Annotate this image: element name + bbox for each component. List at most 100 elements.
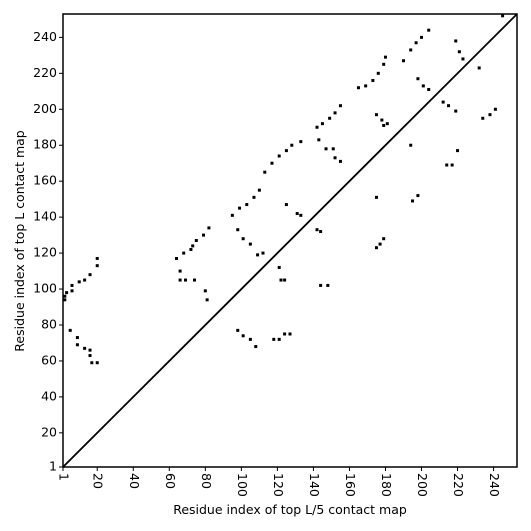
contact-point bbox=[374, 246, 378, 250]
contact-point bbox=[382, 123, 386, 127]
contact-point bbox=[409, 143, 413, 147]
contact-point bbox=[68, 328, 72, 332]
contact-point bbox=[248, 337, 252, 341]
contact-point bbox=[88, 348, 92, 352]
contact-point bbox=[77, 280, 81, 284]
contact-point bbox=[238, 206, 242, 210]
contact-point bbox=[283, 332, 287, 336]
contact-point bbox=[193, 278, 197, 282]
contact-point bbox=[454, 109, 458, 113]
contact-point bbox=[382, 62, 386, 66]
contact-point bbox=[493, 107, 497, 111]
contact-point bbox=[441, 100, 445, 104]
contact-point bbox=[295, 212, 299, 216]
contact-point bbox=[338, 104, 342, 108]
contact-point bbox=[283, 278, 287, 282]
contact-point bbox=[456, 149, 460, 153]
x-tick-label: 180 bbox=[379, 473, 394, 497]
y-tick-label: 140 bbox=[33, 209, 57, 224]
y-tick-label: 20 bbox=[41, 424, 57, 439]
diagonal-line bbox=[62, 13, 518, 468]
contact-point bbox=[284, 203, 288, 207]
contact-point bbox=[189, 247, 193, 251]
contact-point bbox=[70, 289, 74, 293]
contact-point bbox=[263, 170, 267, 174]
contact-point bbox=[374, 113, 378, 117]
contact-point bbox=[315, 228, 319, 232]
contact-point bbox=[454, 39, 458, 43]
x-tick-label: 240 bbox=[487, 473, 502, 497]
contact-point bbox=[414, 41, 418, 45]
y-tick-label: 240 bbox=[33, 29, 57, 44]
contact-point bbox=[277, 265, 281, 269]
contact-point bbox=[95, 361, 99, 365]
contact-point bbox=[252, 195, 256, 199]
contact-point bbox=[75, 343, 79, 347]
x-tick-label: 1 bbox=[57, 473, 72, 481]
y-tick-label: 120 bbox=[33, 245, 57, 260]
contact-point bbox=[83, 278, 87, 282]
y-tick-label: 60 bbox=[41, 352, 57, 367]
contact-point bbox=[326, 283, 330, 287]
contact-point bbox=[70, 283, 74, 287]
plot-frame bbox=[62, 13, 518, 468]
contact-point bbox=[63, 294, 67, 298]
contact-point bbox=[445, 163, 449, 167]
contact-point bbox=[207, 226, 211, 230]
contact-point bbox=[279, 278, 283, 282]
contact-point bbox=[241, 237, 245, 241]
y-tick-label: 220 bbox=[33, 65, 57, 80]
contact-point bbox=[416, 194, 420, 198]
contact-point bbox=[420, 35, 424, 39]
y-tick-label: 200 bbox=[33, 101, 57, 116]
contact-point bbox=[317, 138, 321, 142]
contact-point bbox=[88, 354, 92, 358]
contact-point bbox=[299, 140, 303, 144]
y-tick-label: 100 bbox=[33, 281, 57, 296]
contact-point bbox=[421, 84, 425, 88]
contact-point bbox=[319, 230, 323, 234]
y-tick-label: 1 bbox=[49, 459, 57, 474]
contact-point bbox=[319, 283, 323, 287]
contact-point bbox=[65, 291, 69, 295]
y-axis-label: Residue index of top L contact map bbox=[12, 130, 27, 351]
contact-point bbox=[178, 278, 182, 282]
contact-point bbox=[331, 147, 335, 151]
contact-point bbox=[202, 233, 206, 237]
contact-point bbox=[371, 79, 375, 83]
contact-point bbox=[254, 345, 258, 349]
contact-point bbox=[315, 125, 319, 129]
contact-point bbox=[457, 50, 461, 54]
contact-point bbox=[288, 332, 292, 336]
contact-point bbox=[299, 213, 303, 217]
contact-point bbox=[481, 116, 485, 120]
contact-point bbox=[333, 156, 337, 160]
contact-point bbox=[182, 251, 186, 255]
contact-point bbox=[338, 159, 342, 163]
contact-point bbox=[364, 84, 368, 88]
contact-point bbox=[95, 264, 99, 268]
contact-point bbox=[63, 298, 67, 302]
contact-point bbox=[416, 77, 420, 81]
contact-point bbox=[95, 256, 99, 260]
x-tick-label: 120 bbox=[271, 473, 286, 497]
contact-point bbox=[290, 143, 294, 147]
contact-point bbox=[75, 336, 79, 340]
contact-point bbox=[328, 116, 332, 120]
contact-point bbox=[245, 203, 249, 207]
x-tick-label: 100 bbox=[235, 473, 250, 497]
contact-point bbox=[261, 251, 265, 255]
contact-point bbox=[230, 213, 234, 217]
y-tick-label: 40 bbox=[41, 388, 57, 403]
contact-point bbox=[333, 111, 337, 115]
x-tick-label: 80 bbox=[199, 473, 214, 489]
contact-point bbox=[477, 66, 481, 70]
contact-point bbox=[382, 237, 386, 241]
contact-point bbox=[324, 147, 328, 151]
contact-point bbox=[277, 337, 281, 341]
contact-point bbox=[178, 269, 182, 273]
x-tick-label: 200 bbox=[415, 473, 430, 497]
contact-point bbox=[241, 334, 245, 338]
contact-point bbox=[356, 86, 360, 90]
